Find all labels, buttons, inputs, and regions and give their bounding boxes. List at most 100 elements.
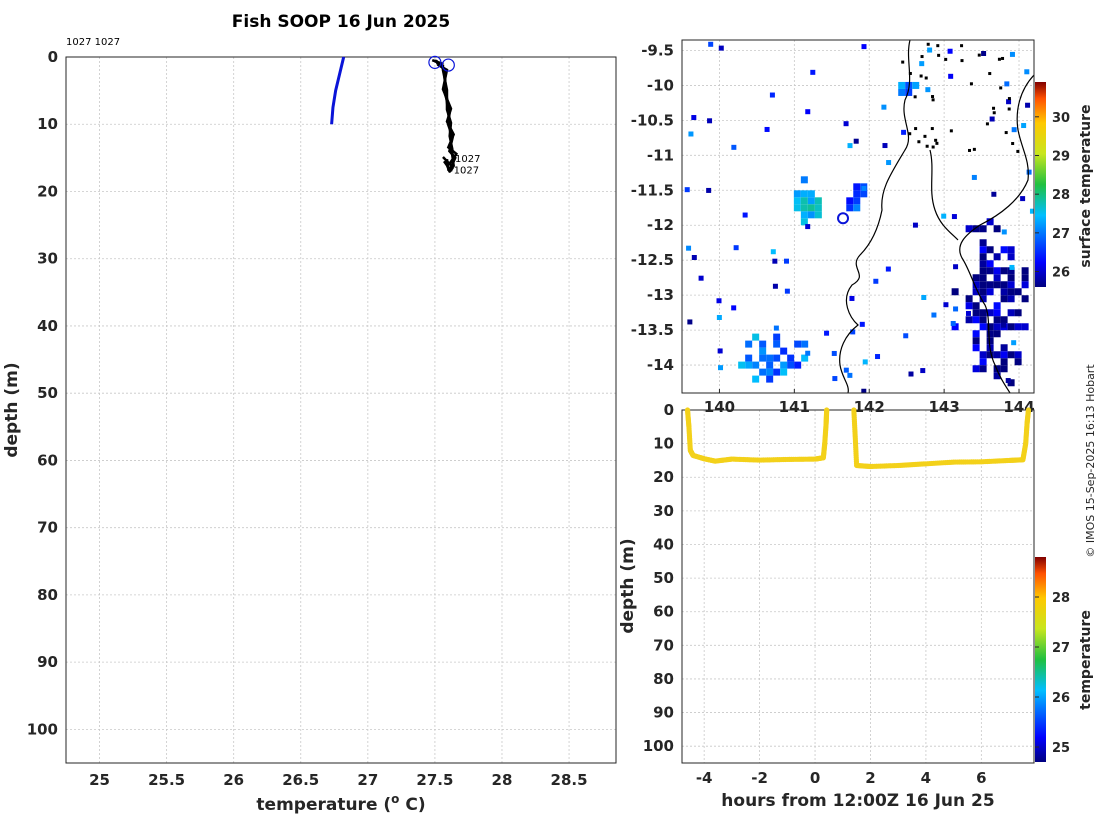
island-dot — [969, 82, 973, 86]
sst-pixel — [843, 367, 849, 373]
sst-pixel — [1021, 295, 1029, 303]
sst-pixel — [986, 337, 994, 345]
sst-pixel — [859, 321, 865, 327]
section-ytick-label: 0 — [664, 401, 674, 419]
section-ytick-label: 10 — [653, 435, 674, 453]
map-lat-label: -12 — [647, 216, 674, 234]
sst-pixel — [1000, 281, 1008, 289]
map-lat-label: -12.5 — [631, 251, 674, 269]
sst-pixel — [766, 375, 774, 383]
sst-pixel — [853, 190, 861, 198]
sst-pixel — [1011, 127, 1017, 133]
sst-colorbar-tick-label: 26 — [1052, 266, 1070, 281]
sst-colorbar-tick-label: 29 — [1052, 149, 1070, 164]
sst-pixel — [1014, 323, 1022, 331]
sst-pixel — [979, 309, 987, 317]
sst-pixel — [986, 281, 994, 289]
sst-pixel — [885, 266, 891, 272]
section-ytick-label: 60 — [653, 603, 674, 621]
map-lat-label: -13 — [647, 286, 674, 304]
sst-pixel — [951, 323, 959, 331]
sst-pixel — [953, 264, 959, 270]
sst-pixel — [861, 185, 867, 191]
sst-pixel — [794, 340, 802, 348]
sst-pixel — [787, 361, 795, 369]
island-dot — [936, 44, 940, 48]
sst-pixel — [993, 316, 1001, 324]
sst-pixel — [986, 260, 994, 268]
section-xtick-label: 2 — [865, 769, 875, 787]
section-xtick-label: -4 — [696, 769, 713, 787]
sst-pixel — [691, 255, 697, 261]
section-ytick-label: 100 — [643, 737, 674, 755]
section-ytick-label: 70 — [653, 636, 674, 654]
island-dot — [935, 141, 939, 145]
sst-pixel — [971, 174, 977, 180]
sst-pixel — [972, 337, 980, 345]
sst-pixel — [972, 365, 980, 373]
sst-pixel — [986, 288, 994, 296]
profile-ytick-label: 60 — [37, 451, 58, 469]
sst-pixel — [875, 354, 881, 360]
sst-pixel — [905, 88, 913, 96]
sst-pixel — [698, 275, 704, 281]
island-dot — [988, 72, 992, 76]
island-dot — [1001, 56, 1005, 60]
sst-pixel — [688, 131, 694, 137]
sst-pixel — [965, 295, 973, 303]
section-ylabel: depth (m) — [618, 538, 638, 633]
sst-pixel — [1007, 379, 1015, 387]
sst-pixel — [861, 388, 867, 393]
sst-pixel — [943, 302, 949, 308]
temp-colorbar-ticks: 25 26 27 28 — [1035, 591, 1070, 756]
island-dot — [1007, 97, 1011, 101]
sst-pixel — [1024, 69, 1030, 75]
sst-pixel — [745, 354, 753, 362]
sst-pixel — [784, 288, 790, 294]
sst-pixel — [766, 354, 774, 362]
sst-pixel — [801, 354, 809, 362]
profile-ytick-label: 30 — [37, 250, 58, 268]
sst-colorbar — [1035, 82, 1046, 287]
sst-pixel — [979, 316, 987, 324]
sst-pixel — [986, 330, 994, 338]
sst-pixel — [745, 340, 753, 348]
section-xtick-label: 4 — [921, 769, 931, 787]
sst-pixel — [800, 218, 808, 226]
temp-colorbar — [1035, 557, 1046, 762]
sst-pixel — [1007, 281, 1015, 289]
sst-pixel — [1007, 253, 1015, 261]
island-dot — [930, 127, 934, 131]
sst-pixel — [800, 190, 808, 198]
sst-pixel — [1005, 378, 1011, 384]
island-dot — [985, 122, 989, 126]
sst-pixel — [847, 372, 853, 378]
section-ytick-label: 20 — [653, 468, 674, 486]
sst-pixel — [769, 92, 775, 98]
sst-pixel — [972, 330, 980, 338]
sst-pixel — [921, 294, 927, 300]
sst-pixel — [716, 314, 722, 320]
sst-pixel — [925, 87, 931, 93]
profile-xtick-label: 28 — [492, 771, 513, 789]
sst-pixel — [993, 281, 1001, 289]
sst-pixel — [1020, 196, 1026, 202]
profile-annotation-2: 1027 — [454, 166, 479, 177]
island-dot — [931, 98, 935, 102]
sst-pixel — [979, 274, 987, 282]
sst-pixel — [989, 116, 995, 122]
section-point — [1025, 407, 1032, 413]
sst-pixel — [979, 246, 987, 254]
sst-pixel — [1009, 51, 1015, 57]
profile-xlabel: temperature (o C) — [256, 792, 425, 815]
sst-pixel — [800, 197, 808, 205]
profile-ytick-label: 50 — [37, 384, 58, 402]
island-dot — [960, 59, 964, 63]
sst-pixel — [1007, 295, 1015, 303]
sst-pixel — [972, 281, 980, 289]
sst-pixel — [965, 302, 973, 310]
section-frame — [681, 409, 1035, 764]
sst-pixel — [849, 295, 855, 301]
